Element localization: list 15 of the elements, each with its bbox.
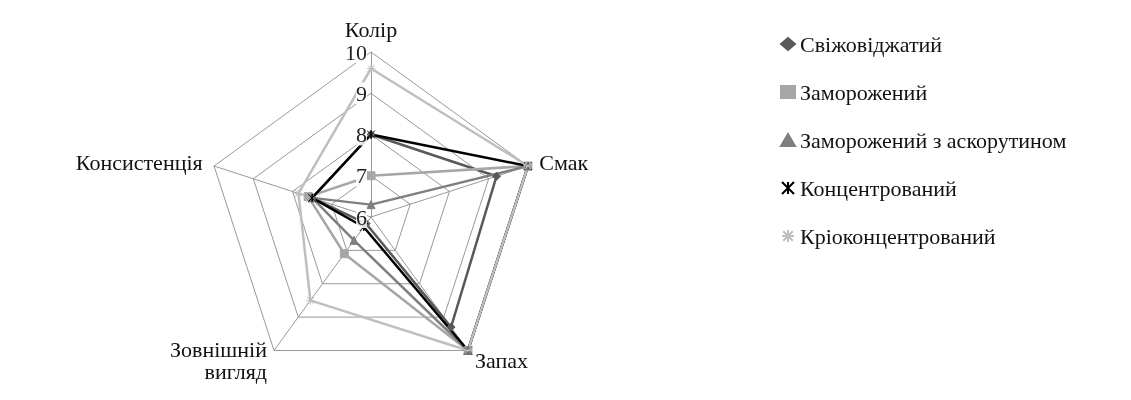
spoke-label: Консистенція <box>75 149 203 175</box>
spoke-label: Зовнішній вигляд <box>170 336 268 384</box>
legend-label: Заморожений <box>800 79 928 105</box>
legend-label: Концентрований <box>800 175 957 201</box>
legend-label: Свіжовіджатий <box>800 31 943 57</box>
y-tick-label: 7 <box>356 163 367 189</box>
spoke-label: Колір <box>344 16 398 42</box>
y-tick-label: 6 <box>356 204 367 230</box>
legend-label: Заморожений з аскорутином <box>800 127 1067 153</box>
legend-label: Кріоконцентрований <box>800 223 996 249</box>
y-tick-label: 10 <box>345 39 367 65</box>
spoke-label: Смак <box>539 149 589 175</box>
y-tick-label: 9 <box>356 80 367 106</box>
spoke-label: Запах <box>475 347 529 373</box>
y-tick-label: 8 <box>356 122 367 147</box>
